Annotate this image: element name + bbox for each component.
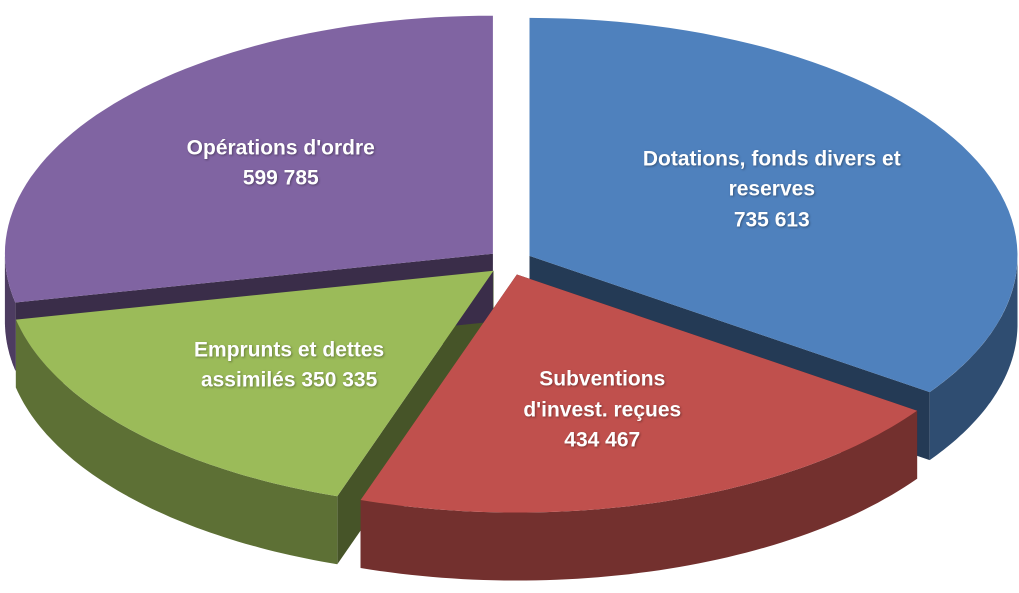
slice-name: Subventions d'invest. reçues — [523, 367, 682, 421]
slice-side — [4, 253, 16, 371]
slice-side — [929, 255, 1018, 461]
data-label: Emprunts et dettes assimilés 350 335 — [144, 335, 434, 396]
slice-name: Emprunts et dettes assimilés — [194, 338, 385, 392]
value-label: 434 467 — [564, 428, 641, 452]
slice-side — [15, 319, 338, 565]
slice — [15, 270, 494, 497]
slice-name: Opérations d'ordre — [186, 136, 375, 160]
data-label: Opérations d'ordre 599 785 — [136, 133, 426, 194]
data-label: Subventions d'invest. reçues 434 467 — [512, 365, 692, 456]
value-label: 735 613 — [733, 208, 810, 232]
value-label: 599 785 — [242, 166, 319, 190]
data-label: Dotations, fonds divers et reserves 735 6… — [627, 144, 917, 235]
slice-name: Dotations, fonds divers et reserves — [642, 147, 901, 201]
slice — [360, 274, 918, 513]
value-label: 350 335 — [301, 368, 378, 392]
slice-side — [360, 410, 918, 581]
slice — [4, 15, 493, 303]
slice — [529, 17, 1018, 393]
